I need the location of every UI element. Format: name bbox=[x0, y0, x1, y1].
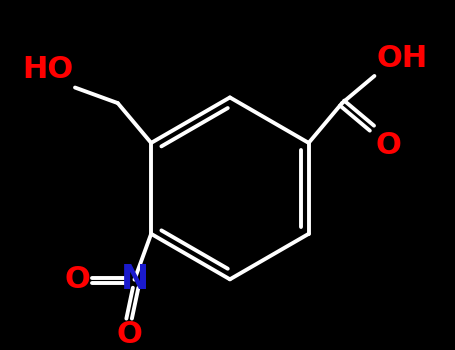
Text: OH: OH bbox=[376, 44, 427, 73]
Text: O: O bbox=[65, 265, 91, 294]
Text: N: N bbox=[121, 263, 148, 296]
Text: O: O bbox=[375, 131, 401, 160]
Text: O: O bbox=[116, 320, 142, 349]
Text: HO: HO bbox=[22, 55, 73, 84]
